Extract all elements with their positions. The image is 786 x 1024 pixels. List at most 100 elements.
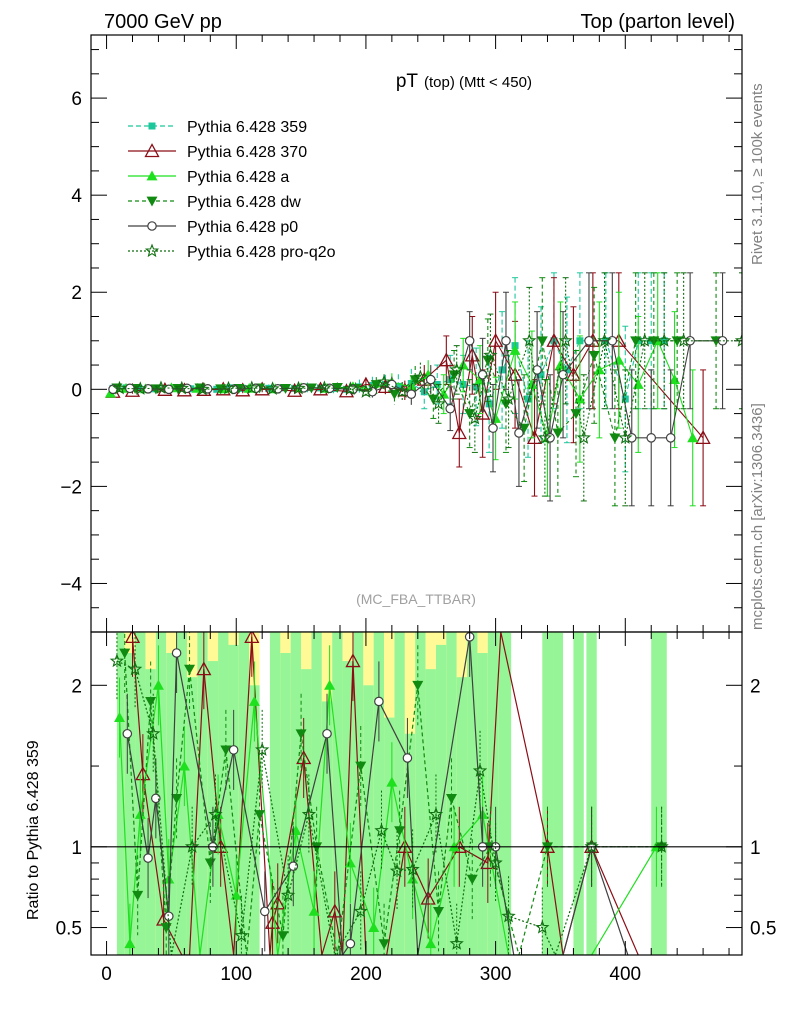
- ratio-band-green: [249, 685, 260, 955]
- ratio-data-point: [412, 680, 424, 691]
- ratio-data-point: [374, 696, 384, 707]
- data-point: [526, 378, 538, 389]
- data-point: [676, 333, 691, 347]
- data-point: [413, 369, 428, 384]
- data-point: [438, 388, 450, 399]
- ratio-data-point: [184, 664, 196, 675]
- data-point: [618, 430, 633, 444]
- header-right-label: Top (parton level): [580, 11, 735, 33]
- ratio-series-group: [109, 632, 669, 955]
- ratio-ytick-label-right: 0.5: [750, 919, 776, 940]
- ratio-band-green: [238, 632, 250, 955]
- legend-label: Pythia 6.428 370: [187, 144, 307, 161]
- ratio-band-green: [332, 632, 343, 955]
- data-point: [133, 381, 148, 395]
- data-point: [221, 380, 236, 395]
- main-title-small: (top) (Mtt < 450): [424, 74, 532, 91]
- ratio-data-point: [152, 679, 164, 690]
- legend-label: Pythia 6.428 a: [187, 169, 289, 186]
- ratio-data-point: [353, 903, 368, 918]
- ratio-band-green: [166, 652, 177, 955]
- mcplots-side-label: mcplots.cern.ch [arXiv:1306.3436]: [749, 403, 766, 630]
- ratio-data-point: [230, 889, 242, 900]
- data-point: [112, 380, 127, 395]
- ratio-line-p370: [131, 632, 639, 955]
- series-proq2o: [112, 272, 742, 507]
- data-point: [537, 430, 553, 444]
- ratio-data-point: [308, 905, 320, 916]
- rivet-side-label: Rivet 3.1.10, ≥ 100k events: [749, 83, 766, 265]
- data-point: [558, 369, 568, 380]
- data-point: [467, 410, 483, 425]
- series-p359: [109, 272, 668, 473]
- data-point: [449, 362, 464, 377]
- ratio-band-green: [218, 632, 229, 955]
- data-point: [291, 380, 306, 395]
- ratio-ytick-label: 0.5: [56, 919, 82, 940]
- legend-marker: [147, 221, 157, 231]
- ratio-band-green: [352, 632, 364, 955]
- data-point: [514, 428, 524, 438]
- ratio-data-point: [184, 839, 200, 853]
- ratio-data-point: [259, 906, 270, 917]
- ratio-data-point: [124, 938, 136, 949]
- ratio-band-green: [116, 632, 125, 955]
- ratio-plot-panel: 0.5 0.5 1 1 2 2 0 100 200 300 400 Ratio to Pythia …: [25, 631, 776, 985]
- ratio-data-point: [234, 928, 249, 942]
- header-left-label: 7000 GeV pp: [104, 11, 222, 33]
- data-point: [522, 333, 537, 347]
- ratio-band-green: [553, 632, 564, 955]
- ratio-data-point: [466, 874, 478, 885]
- ratio-band-green: [280, 652, 291, 955]
- data-point: [536, 336, 548, 347]
- ratio-ytick-label-right: 1: [750, 838, 761, 859]
- ratio-data-point: [109, 653, 125, 668]
- ratio-data-point: [127, 661, 143, 676]
- data-point: [445, 403, 456, 414]
- ratio-band-green: [373, 632, 385, 955]
- ratio-data-point: [143, 853, 153, 863]
- ratio-band-green: [124, 652, 136, 955]
- data-point: [425, 374, 436, 385]
- ratio-xtick-label: 200: [350, 964, 382, 985]
- data-point: [394, 382, 402, 390]
- ratio-ytick-label: 2: [71, 676, 82, 697]
- ratio-band-green: [586, 632, 597, 955]
- data-point: [665, 433, 676, 443]
- data-point: [501, 335, 511, 346]
- ratio-data-point: [132, 890, 144, 901]
- ratio-data-point: [254, 810, 266, 820]
- ratio-data-point: [277, 931, 289, 942]
- data-point: [646, 433, 657, 443]
- ratio-xtick-label: 100: [220, 964, 252, 985]
- data-point: [358, 384, 374, 398]
- ratio-data-point: [433, 906, 445, 917]
- ratio-data-point: [420, 890, 436, 905]
- data-point: [558, 333, 573, 347]
- ratio-data-point: [374, 823, 389, 837]
- data-point: [387, 379, 397, 390]
- data-point: [717, 335, 728, 346]
- ratio-line-dw: [124, 652, 662, 955]
- ratio-line-proq2o: [116, 660, 662, 955]
- ratio-data-point: [449, 936, 464, 950]
- ratio-data-point: [255, 742, 270, 756]
- ratio-data-point: [327, 903, 343, 918]
- data-point: [164, 384, 174, 395]
- data-point: [395, 384, 410, 398]
- data-point: [195, 381, 210, 396]
- ratio-xtick-label: 0: [101, 964, 112, 985]
- main-ytick-label: 6: [71, 89, 82, 110]
- main-ytick-label: 2: [71, 283, 82, 304]
- main-title: pT: [396, 71, 419, 92]
- data-point: [687, 432, 699, 443]
- main-ytick-label: −4: [60, 574, 82, 595]
- data-point: [464, 335, 475, 346]
- ratio-data-point: [264, 914, 281, 929]
- ratio-data-point: [322, 728, 332, 739]
- ratio-frame: [90, 631, 743, 956]
- ratio-data-point: [295, 729, 307, 740]
- ratio-data-point: [378, 939, 390, 950]
- ratio-band-green: [498, 632, 512, 955]
